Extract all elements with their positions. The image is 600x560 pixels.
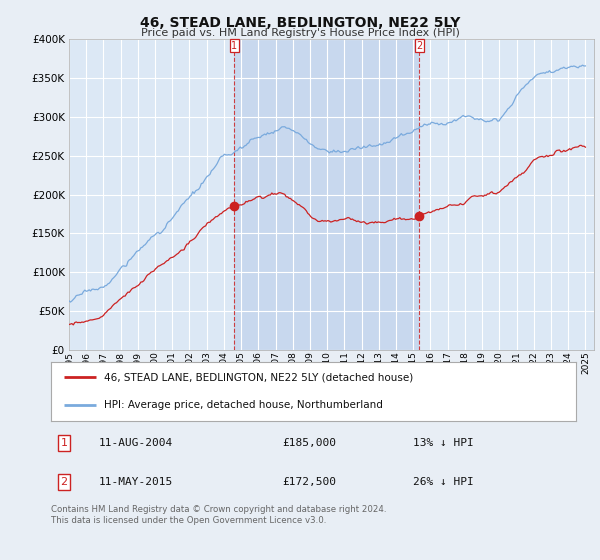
- Text: 46, STEAD LANE, BEDLINGTON, NE22 5LY: 46, STEAD LANE, BEDLINGTON, NE22 5LY: [140, 16, 460, 30]
- Text: 2: 2: [416, 41, 422, 51]
- Text: 2: 2: [61, 477, 68, 487]
- Text: 1: 1: [231, 41, 238, 51]
- Text: Contains HM Land Registry data © Crown copyright and database right 2024.
This d: Contains HM Land Registry data © Crown c…: [51, 505, 386, 525]
- Bar: [234, 39, 419, 350]
- Text: 26% ↓ HPI: 26% ↓ HPI: [413, 477, 474, 487]
- Text: 1: 1: [61, 438, 68, 448]
- Text: 11-MAY-2015: 11-MAY-2015: [98, 477, 173, 487]
- Text: Price paid vs. HM Land Registry's House Price Index (HPI): Price paid vs. HM Land Registry's House …: [140, 28, 460, 38]
- Text: £185,000: £185,000: [282, 438, 336, 448]
- Text: 46, STEAD LANE, BEDLINGTON, NE22 5LY (detached house): 46, STEAD LANE, BEDLINGTON, NE22 5LY (de…: [104, 372, 413, 382]
- Text: 13% ↓ HPI: 13% ↓ HPI: [413, 438, 474, 448]
- Text: £172,500: £172,500: [282, 477, 336, 487]
- Text: 11-AUG-2004: 11-AUG-2004: [98, 438, 173, 448]
- Text: HPI: Average price, detached house, Northumberland: HPI: Average price, detached house, Nort…: [104, 400, 382, 410]
